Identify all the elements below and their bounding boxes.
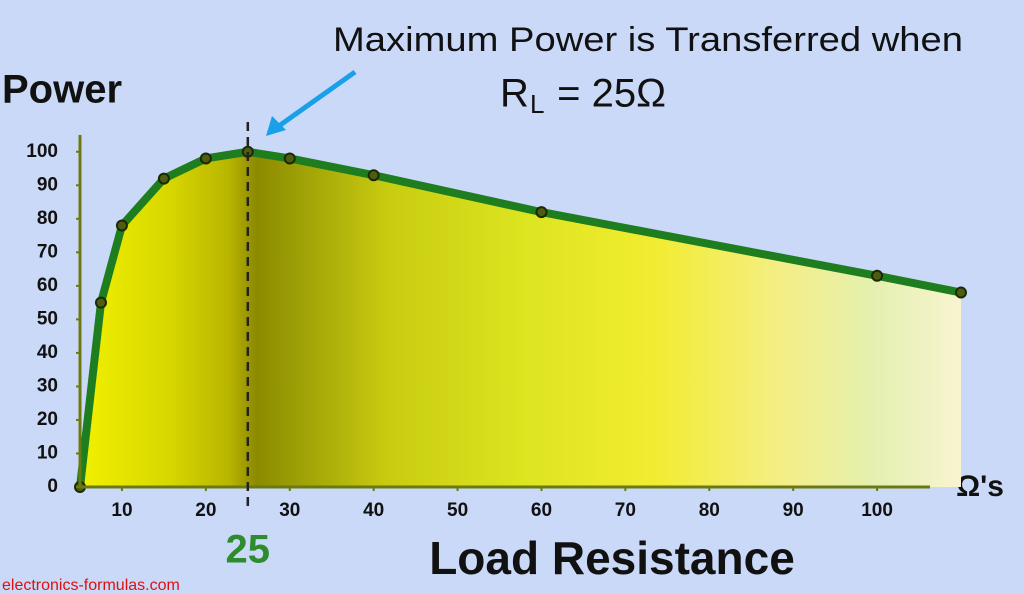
annotation-r: R xyxy=(500,72,529,116)
annotation-arrow xyxy=(274,69,357,131)
x-tick-label: 70 xyxy=(615,500,636,521)
y-tick-label: 60 xyxy=(37,275,58,296)
y-axis-label: Power xyxy=(2,68,122,112)
marker xyxy=(115,219,128,232)
marker xyxy=(283,152,296,165)
marker xyxy=(535,206,548,219)
marker xyxy=(94,296,107,309)
peak-label: 25 xyxy=(226,528,271,572)
y-tick-label: 70 xyxy=(37,241,58,262)
watermark: electronics-formulas.com xyxy=(2,577,180,594)
y-tick-label: 30 xyxy=(37,375,58,396)
y-tick-label: 100 xyxy=(26,141,58,162)
x-tick-label: 80 xyxy=(699,500,720,521)
x-tick-label: 20 xyxy=(195,500,216,521)
x-tick-label: 60 xyxy=(531,500,552,521)
y-tick-label: 80 xyxy=(37,208,58,229)
marker xyxy=(199,152,212,165)
marker xyxy=(157,172,170,185)
y-tick-label: 40 xyxy=(37,342,58,363)
arrow-head xyxy=(266,116,286,136)
x-tick-label: 50 xyxy=(447,500,468,521)
x-tick-label: 100 xyxy=(861,500,893,521)
y-tick-label: 20 xyxy=(37,409,58,430)
annotation-rest: = 25Ω xyxy=(546,72,666,116)
marker xyxy=(367,169,380,182)
y-tick-label: 50 xyxy=(37,308,58,329)
x-tick-label: 10 xyxy=(111,500,132,521)
x-tick-label: 40 xyxy=(363,500,384,521)
area-fill xyxy=(80,151,961,487)
x-unit: Ω's xyxy=(956,470,1004,503)
y-tick-label: 10 xyxy=(37,442,58,463)
x-tick-label: 30 xyxy=(279,500,300,521)
x-tick-label: 90 xyxy=(783,500,804,521)
annotation: Maximum Power is Transferred when xyxy=(333,21,963,59)
marker xyxy=(871,269,884,282)
x-axis-label: Load Resistance xyxy=(429,532,795,584)
marker xyxy=(955,286,967,299)
y-tick-label: 0 xyxy=(47,476,58,497)
y-tick-label: 90 xyxy=(37,174,58,195)
annotation-sub: L xyxy=(530,89,544,119)
